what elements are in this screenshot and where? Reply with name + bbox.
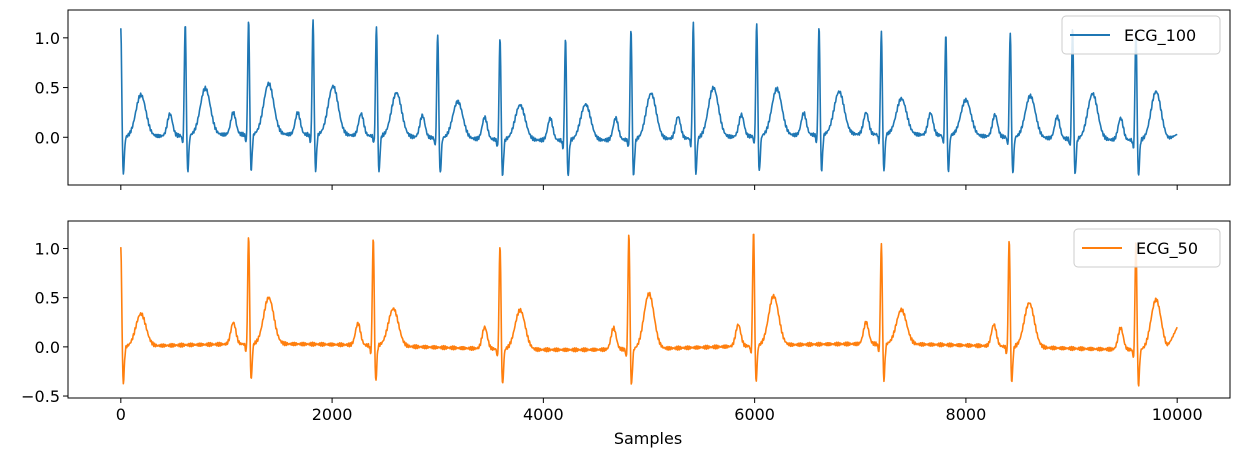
ecg-50-legend-label: ECG_50	[1136, 239, 1198, 259]
ecg-100-trace	[120, 19, 1178, 177]
x-tick-label: 4000	[523, 405, 564, 424]
y-tick-label: 1.0	[35, 29, 60, 48]
ecg-100-axes: 0.0 0.5 1.0 ECG_100	[35, 9, 1231, 190]
ecg-50-axes-frame	[67, 220, 1231, 399]
ecg-100-x-ticks	[120, 185, 1178, 190]
ecg-100-y-ticks: 0.0 0.5 1.0	[35, 29, 68, 147]
ecg-50-series-line	[120, 233, 1178, 387]
y-tick-label: 1.0	[35, 240, 60, 259]
y-tick-label: −0.5	[21, 387, 60, 406]
ecg-50-legend: ECG_50	[1073, 228, 1221, 268]
x-axis-label: Samples	[614, 429, 682, 448]
x-tick-label: 0	[116, 405, 126, 424]
ecg-100-axes-frame	[67, 9, 1231, 186]
ecg-50-y-ticks: −0.5 0.0 0.5 1.0	[21, 240, 68, 406]
ecg-50-x-ticks: 0 2000 4000 6000 8000 10000	[116, 398, 1203, 424]
ecg-100-legend-box	[1061, 15, 1221, 55]
ecg-100-legend: ECG_100	[1061, 15, 1221, 55]
x-tick-label: 2000	[312, 405, 353, 424]
y-tick-label: 0.5	[35, 79, 60, 98]
x-tick-label: 6000	[734, 405, 775, 424]
x-tick-label: 10000	[1152, 405, 1203, 424]
y-tick-label: 0.0	[35, 338, 60, 357]
x-tick-label: 8000	[946, 405, 987, 424]
ecg-50-trace	[120, 233, 1178, 387]
ecg-100-series-line	[120, 19, 1178, 177]
y-tick-label: 0.5	[35, 289, 60, 308]
ecg-100-legend-label: ECG_100	[1124, 26, 1196, 46]
ecg-50-legend-box	[1073, 228, 1221, 268]
y-tick-label: 0.0	[35, 128, 60, 147]
ecg-50-axes: −0.5 0.0 0.5 1.0 0 2000 4000 6000 8000 10000 ECG…	[21, 220, 1231, 448]
